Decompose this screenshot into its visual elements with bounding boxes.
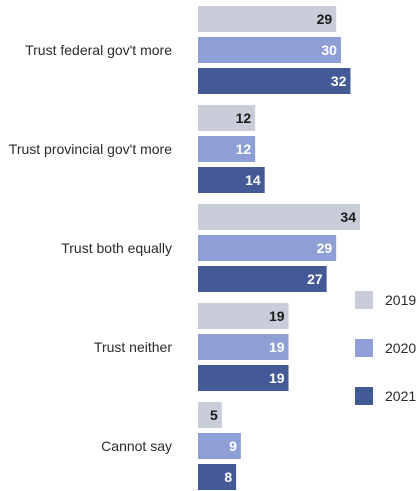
value-label-2020-2: 29 [317, 240, 333, 256]
bar-2021-4 [198, 464, 237, 490]
bar-2020-2 [198, 235, 337, 261]
category-label-0: Trust federal gov't more [25, 42, 172, 58]
bars-layer: 29 30 32 12 12 14 34 29 27 19 19 19 59 8 [198, 6, 360, 490]
bar-2019-1 [198, 105, 256, 131]
legend-swatch-2021 [355, 387, 373, 405]
bar-2019-4 [198, 402, 222, 428]
value-label-2020-4: 9 [229, 438, 237, 454]
category-label-4: Cannot say [101, 438, 172, 454]
legend: 2019 2020 2021 [355, 291, 416, 405]
value-label-2021-2: 27 [307, 271, 323, 287]
legend-label-2020: 2020 [385, 340, 416, 356]
bar-2020-3 [198, 334, 289, 360]
legend-label-2021: 2021 [385, 388, 416, 404]
bar-2020-1 [198, 136, 256, 162]
bar-2021-1 [198, 167, 265, 193]
bar-2019-2 [198, 204, 360, 230]
bar-2021-2 [198, 266, 327, 292]
legend-label-2019: 2019 [385, 292, 416, 308]
value-label-2019-1: 12 [236, 110, 252, 126]
value-label-2019-0: 29 [317, 11, 333, 27]
bar-2019-0 [198, 6, 337, 32]
value-label-2019-3: 19 [269, 308, 285, 324]
value-label-2020-0: 30 [321, 42, 337, 58]
value-label-2019-2: 34 [340, 209, 356, 225]
bar-2021-0 [198, 68, 351, 94]
category-labels-layer: Trust federal gov't more Trust provincial… [9, 42, 173, 454]
bar-2020-4 [198, 433, 241, 459]
category-label-3: Trust neither [94, 339, 172, 355]
category-label-1: Trust provincial gov't more [9, 141, 172, 157]
value-label-2021-3: 19 [269, 370, 285, 386]
value-label-2020-1: 12 [236, 141, 252, 157]
legend-swatch-2020 [355, 339, 373, 357]
value-label-2019-4: 5 [210, 407, 218, 423]
value-label-2021-4: 8 [224, 469, 232, 485]
bar-2019-3 [198, 303, 289, 329]
legend-swatch-2019 [355, 291, 373, 309]
bar-2021-3 [198, 365, 289, 391]
bar-2020-0 [198, 37, 341, 63]
category-label-2: Trust both equally [61, 240, 172, 256]
value-label-2021-1: 14 [245, 172, 261, 188]
value-label-2021-0: 32 [331, 73, 347, 89]
value-label-2020-3: 19 [269, 339, 285, 355]
